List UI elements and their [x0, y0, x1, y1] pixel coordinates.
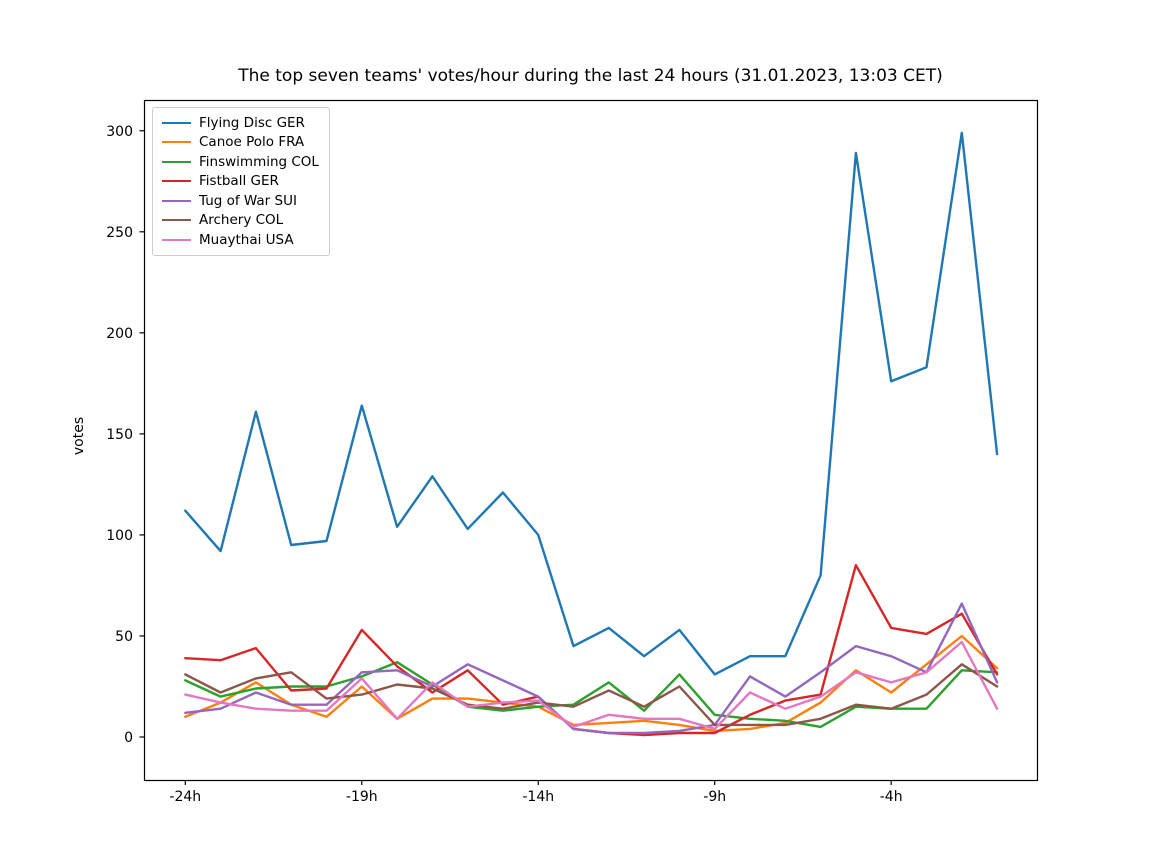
series-line-flying-disc-ger [184, 131, 999, 676]
legend-swatch-icon [162, 160, 191, 163]
x-tick-label: -14h [522, 789, 554, 805]
legend-label: Finswimming COL [199, 153, 319, 170]
legend-entry: Flying Disc GER [162, 113, 319, 133]
legend-label: Flying Disc GER [199, 114, 305, 131]
legend-swatch-icon [162, 238, 191, 241]
y-axis-label: votes [71, 416, 87, 456]
legend-swatch-icon [162, 141, 191, 144]
legend-entry: Finswimming COL [162, 152, 319, 172]
legend-swatch-icon [162, 121, 191, 124]
x-tick-label: -9h [703, 789, 726, 805]
chart-title: The top seven teams' votes/hour during t… [238, 66, 943, 86]
y-tick-label: 50 [115, 629, 133, 645]
series-line-muaythai-usa [184, 640, 999, 731]
legend-swatch-icon [162, 199, 191, 202]
legend-label: Canoe Polo FRA [199, 134, 305, 151]
y-tick-label: 0 [124, 730, 133, 746]
axes-spines [143, 99, 1039, 782]
y-tick-label: 150 [106, 427, 133, 443]
legend-label: Archery COL [199, 212, 284, 229]
y-tick-label: 100 [106, 528, 133, 544]
legend-label: Tug of War SUI [199, 192, 297, 209]
legend-entry: Canoe Polo FRA [162, 133, 319, 153]
legend: Flying Disc GER Canoe Polo FRA Finswimming… [152, 107, 330, 256]
series-line-archery-col [184, 663, 999, 727]
y-tick-label: 300 [106, 124, 133, 140]
legend-entry: Muaythai USA [162, 230, 319, 250]
legend-entry: Archery COL [162, 211, 319, 231]
legend-label: Fistball GER [199, 173, 279, 190]
legend-swatch-icon [162, 180, 191, 183]
x-tick-label: -24h [169, 789, 201, 805]
legend-swatch-icon [162, 219, 191, 222]
x-tick-label: -4h [880, 789, 903, 805]
y-tick-label: 250 [106, 225, 133, 241]
series-line-finswimming-col [184, 661, 999, 729]
y-tick-label: 200 [106, 326, 133, 342]
series-line-tug-of-war-sui [184, 602, 999, 735]
legend-entry: Fistball GER [162, 172, 319, 192]
x-tick-label: -19h [346, 789, 378, 805]
legend-label: Muaythai USA [199, 231, 294, 248]
legend-entry: Tug of War SUI [162, 191, 319, 211]
